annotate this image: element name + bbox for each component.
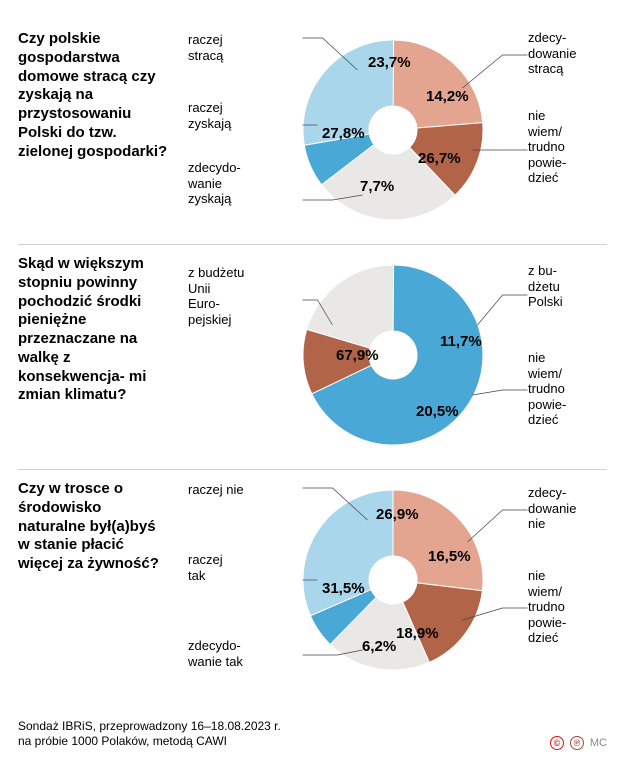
footer: Sondaż IBRiS, przeprowadzony 16–18.08.20… — [18, 713, 607, 750]
chart-area: raczej stracą 23,7% zdecy- dowanie stracą 1… — [178, 30, 607, 230]
slice-label: raczej nie — [188, 482, 244, 498]
slice-label: z budżetu Unii Euro- pejskiej — [188, 265, 244, 327]
source-text: Sondaż IBRiS, przeprowadzony 16–18.08.20… — [18, 719, 281, 750]
slice-percent: 11,7% — [440, 333, 482, 350]
slice-label: zdecydo- wanie zyskają — [188, 160, 241, 207]
slice-label: raczej tak — [188, 552, 223, 583]
slice-label: raczej zyskają — [188, 100, 231, 131]
question-text: Czy w trosce o środowisko naturalne był(… — [18, 480, 178, 680]
footer-right: © ℗ MC — [550, 736, 607, 750]
slice-percent: 7,7% — [360, 178, 394, 195]
slice-percent: 14,2% — [426, 88, 469, 105]
p-icon: ℗ — [570, 736, 584, 750]
slice-percent: 23,7% — [368, 54, 411, 71]
chart-row: Skąd w większym stopniu powinny pochodzi… — [18, 245, 607, 470]
chart-area: raczej nie 26,9% zdecy- dowanie nie 16,5% ni… — [178, 480, 607, 680]
slice-label: zdecy- dowanie nie — [528, 485, 576, 532]
question-text: Skąd w większym stopniu powinny pochodzi… — [18, 255, 178, 455]
slice-percent: 27,8% — [322, 125, 365, 142]
slice-label: z bu- dżetu Polski — [528, 263, 563, 310]
slice-percent: 6,2% — [362, 638, 396, 655]
slice-label: zdecy- dowanie stracą — [528, 30, 576, 77]
slice-label: nie wiem/ trudno powie- dzieć — [528, 108, 566, 186]
slice-percent: 18,9% — [396, 625, 439, 642]
slice-percent: 20,5% — [416, 403, 459, 420]
mc-mark: MC — [590, 737, 607, 749]
slice-percent: 26,9% — [376, 506, 419, 523]
slice-label: nie wiem/ trudno powie- dzieć — [528, 350, 566, 428]
copyright-icon: © — [550, 736, 564, 750]
slice-percent: 67,9% — [336, 347, 379, 364]
slice-label: nie wiem/ trudno powie- dzieć — [528, 568, 566, 646]
slice-percent: 16,5% — [428, 548, 471, 565]
chart-row: Czy polskie gospodarstwa domowe stracą c… — [18, 20, 607, 245]
slice-percent: 31,5% — [322, 580, 365, 597]
chart-row: Czy w trosce o środowisko naturalne był(… — [18, 470, 607, 694]
question-text: Czy polskie gospodarstwa domowe stracą c… — [18, 30, 178, 230]
slice-label: zdecydo- wanie tak — [188, 638, 243, 669]
slice-percent: 26,7% — [418, 150, 461, 167]
slice-label: raczej stracą — [188, 32, 223, 63]
chart-area: z budżetu Unii Euro- pejskiej 67,9% z bu- … — [178, 255, 607, 455]
